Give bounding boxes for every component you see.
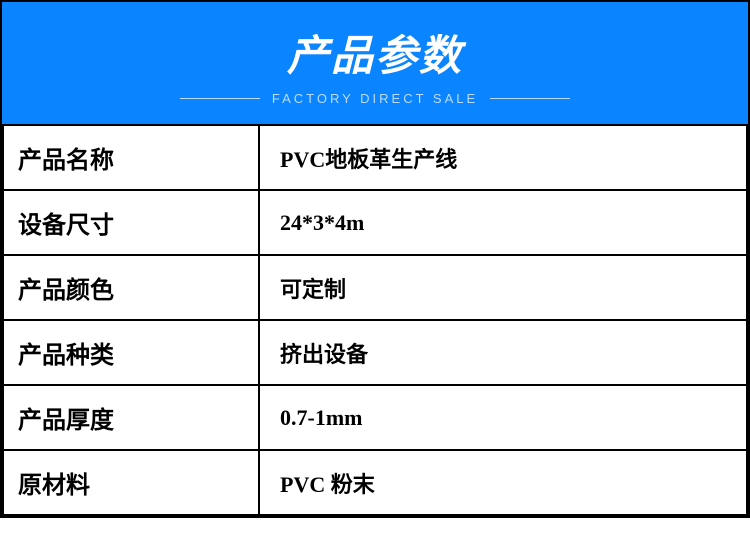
spec-label: 产品种类 bbox=[3, 320, 259, 385]
spec-value: PVC 粉末 bbox=[259, 450, 747, 515]
table-row: 产品名称 PVC地板革生产线 bbox=[3, 125, 747, 190]
header-banner: 产品参数 FACTORY DIRECT SALE bbox=[2, 2, 748, 124]
spec-value: 24*3*4m bbox=[259, 190, 747, 255]
spec-label: 产品名称 bbox=[3, 125, 259, 190]
subtitle: FACTORY DIRECT SALE bbox=[260, 91, 490, 106]
divider-line-left bbox=[180, 98, 260, 99]
spec-label: 原材料 bbox=[3, 450, 259, 515]
divider: FACTORY DIRECT SALE bbox=[2, 91, 748, 106]
table-row: 设备尺寸 24*3*4m bbox=[3, 190, 747, 255]
spec-value: 可定制 bbox=[259, 255, 747, 320]
spec-label: 设备尺寸 bbox=[3, 190, 259, 255]
spec-table: 产品名称 PVC地板革生产线 设备尺寸 24*3*4m 产品颜色 可定制 产品种… bbox=[2, 124, 748, 516]
page-title: 产品参数 bbox=[2, 22, 748, 83]
divider-line-right bbox=[490, 98, 570, 99]
table-row: 原材料 PVC 粉末 bbox=[3, 450, 747, 515]
spec-value: 0.7-1mm bbox=[259, 385, 747, 450]
table-row: 产品颜色 可定制 bbox=[3, 255, 747, 320]
spec-container: 产品参数 FACTORY DIRECT SALE 产品名称 PVC地板革生产线 … bbox=[0, 0, 750, 518]
table-row: 产品种类 挤出设备 bbox=[3, 320, 747, 385]
spec-label: 产品厚度 bbox=[3, 385, 259, 450]
spec-value: 挤出设备 bbox=[259, 320, 747, 385]
spec-label: 产品颜色 bbox=[3, 255, 259, 320]
spec-value: PVC地板革生产线 bbox=[259, 125, 747, 190]
table-row: 产品厚度 0.7-1mm bbox=[3, 385, 747, 450]
